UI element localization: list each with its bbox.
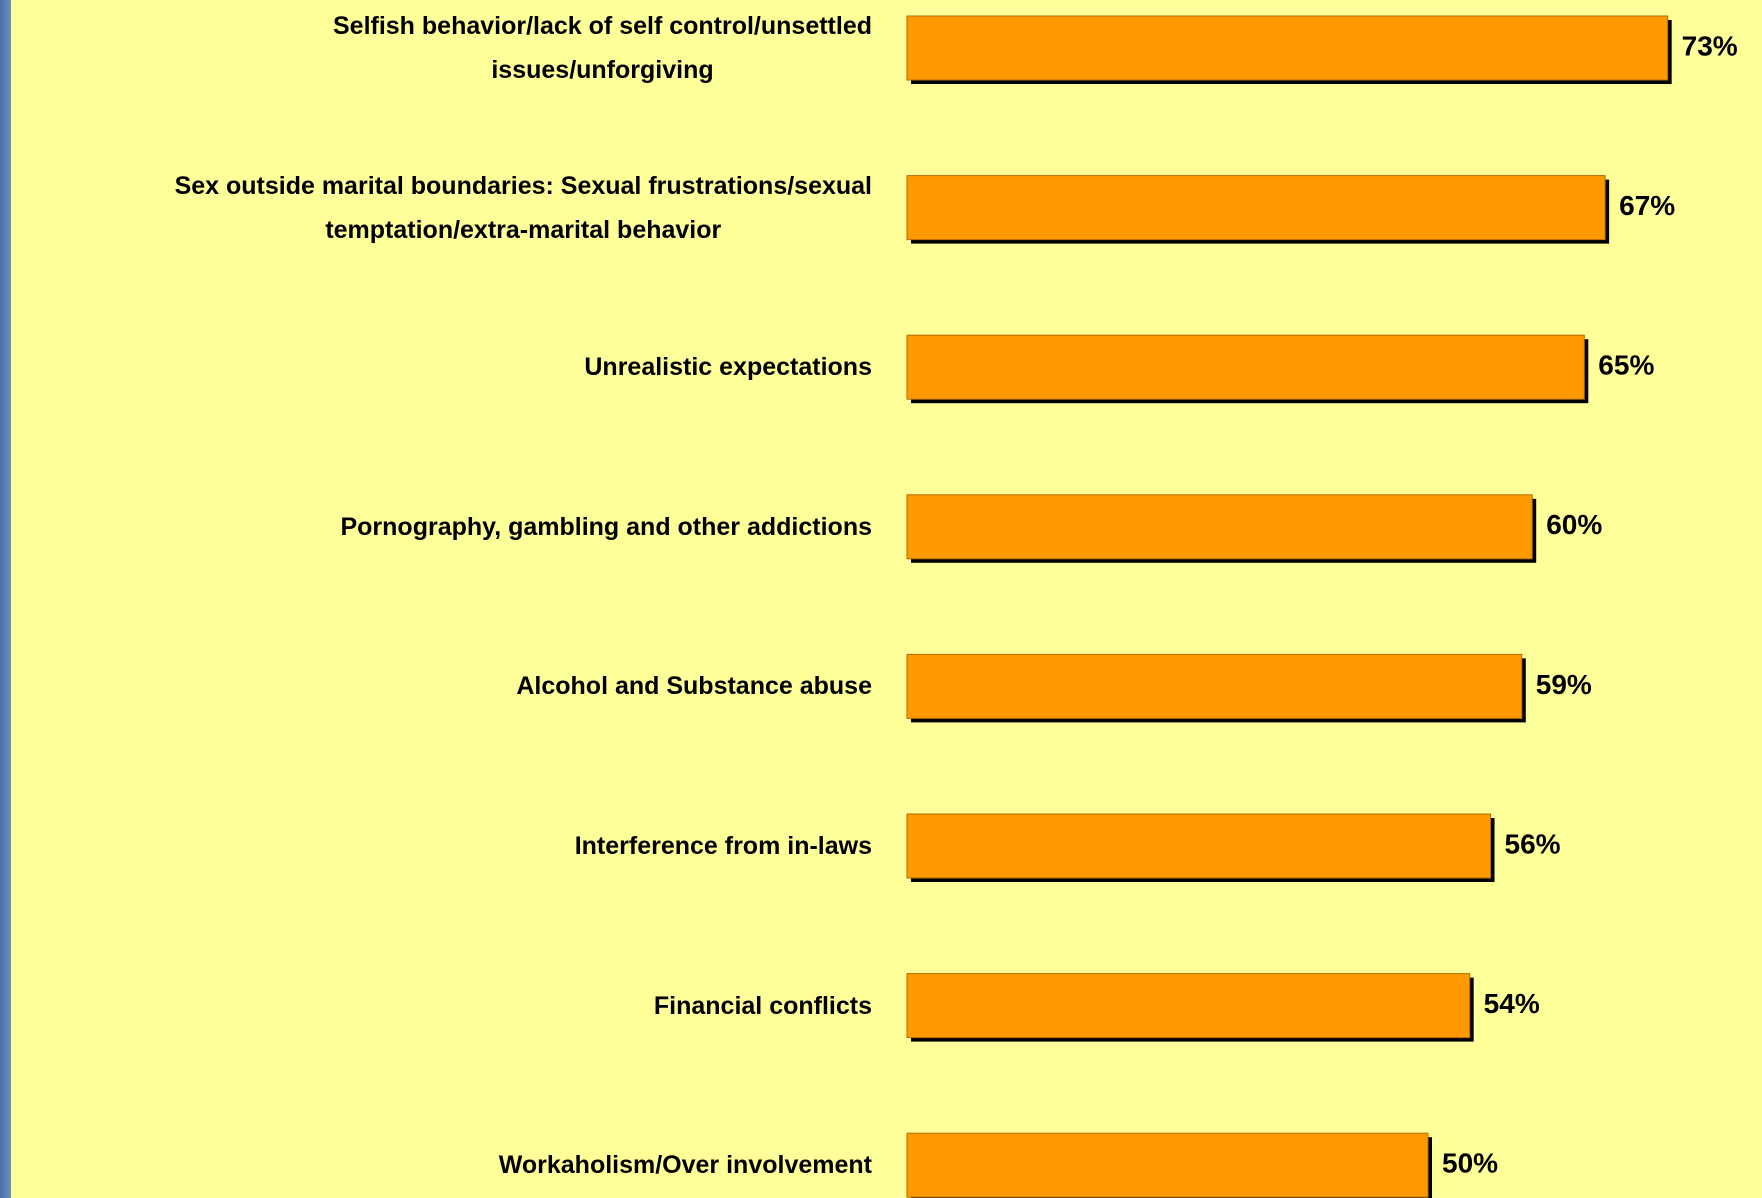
category-label: Interference from in-laws [574,832,872,860]
bar [906,973,1471,1039]
side-strip [0,0,11,1198]
bar [906,334,1585,400]
category-label: Financial conflicts [653,991,872,1020]
bar [906,494,1533,560]
category-label: Selfish behavior/lack of self control/un… [332,12,872,84]
category-label: Pornography, gambling and other addictio… [340,512,872,541]
bar [906,175,1606,241]
value-label: 60% [1546,509,1602,540]
bar [906,653,1523,719]
category-label: Alcohol and Substance abuse [516,672,872,701]
bar [906,813,1492,879]
value-label: 73% [1682,30,1738,61]
value-label: 67% [1619,190,1675,221]
value-label: 56% [1505,828,1561,859]
value-label: 54% [1484,988,1540,1019]
category-label: Sex outside marital boundaries: Sexual f… [174,171,872,244]
value-label: 59% [1536,669,1592,700]
value-label: 50% [1442,1148,1498,1179]
category-label: Unrealistic expectations [584,353,872,382]
value-label: 65% [1598,350,1654,381]
category-label: Workaholism/Over involvement [498,1151,872,1180]
bar [906,1132,1429,1198]
bar [906,15,1669,81]
